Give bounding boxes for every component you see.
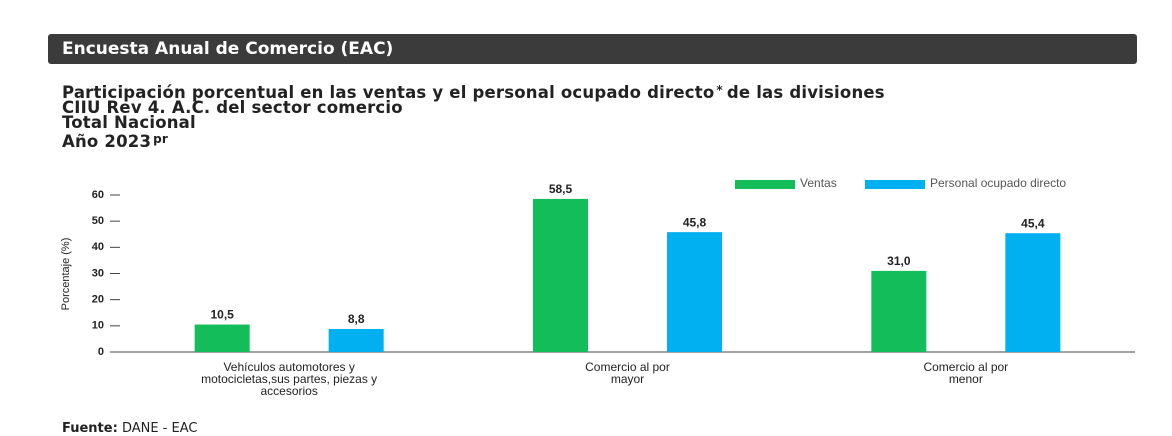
legend-label: Personal ocupado directo bbox=[930, 176, 1066, 190]
heading-mark: * bbox=[716, 83, 723, 97]
heading-line: Participación porcentual en las ventas y… bbox=[62, 83, 715, 102]
y-tick-label: 50 bbox=[92, 215, 104, 227]
data-label: 8,8 bbox=[348, 312, 365, 326]
x-tick-label: Comercio al por mayor bbox=[585, 360, 670, 386]
heading-line: CIIU Rev 4. A.C. del sector comercio bbox=[62, 98, 403, 117]
bar bbox=[1005, 233, 1061, 352]
bar bbox=[328, 328, 384, 352]
source-label: Fuente: bbox=[62, 421, 118, 436]
legend-swatch bbox=[865, 180, 925, 189]
bar bbox=[871, 270, 927, 352]
y-tick-label: 60 bbox=[92, 189, 104, 201]
y-tick-label: 40 bbox=[92, 241, 104, 253]
bar bbox=[667, 232, 722, 352]
bar bbox=[194, 324, 250, 352]
heading-line: de las divisiones bbox=[726, 83, 885, 102]
heading-line: Total Nacional bbox=[62, 113, 196, 132]
data-label: 10,5 bbox=[210, 308, 234, 322]
heading-line: Año 2023 bbox=[62, 132, 152, 151]
data-label: 58,5 bbox=[549, 182, 573, 196]
source-text: DANE - EAC bbox=[121, 421, 198, 436]
source: Fuente: DANE - EAC bbox=[62, 421, 197, 436]
y-tick-label: 30 bbox=[92, 267, 104, 279]
y-tick-label: 20 bbox=[92, 294, 104, 306]
heading: Participación porcentual en las ventas y… bbox=[62, 83, 885, 151]
heading-mark: pr bbox=[153, 132, 169, 146]
x-tick-label: Vehículos automotores y motocicletas,sus… bbox=[201, 360, 378, 398]
header-bar: Encuesta Anual de Comercio (EAC) bbox=[48, 34, 1137, 64]
y-tick-label: 10 bbox=[92, 320, 104, 332]
data-label: 31,0 bbox=[887, 254, 911, 268]
data-label: 45,4 bbox=[1021, 216, 1045, 230]
bar bbox=[533, 198, 588, 352]
header-title: Encuesta Anual de Comercio (EAC) bbox=[62, 39, 394, 59]
legend-label: Ventas bbox=[800, 176, 837, 190]
y-axis-label: Porcentaje (%) bbox=[60, 238, 72, 311]
x-tick-label: Comercio al por menor bbox=[923, 360, 1009, 386]
legend-swatch bbox=[735, 180, 795, 189]
data-label: 45,8 bbox=[683, 215, 707, 229]
y-tick-label: 0 bbox=[98, 346, 104, 358]
